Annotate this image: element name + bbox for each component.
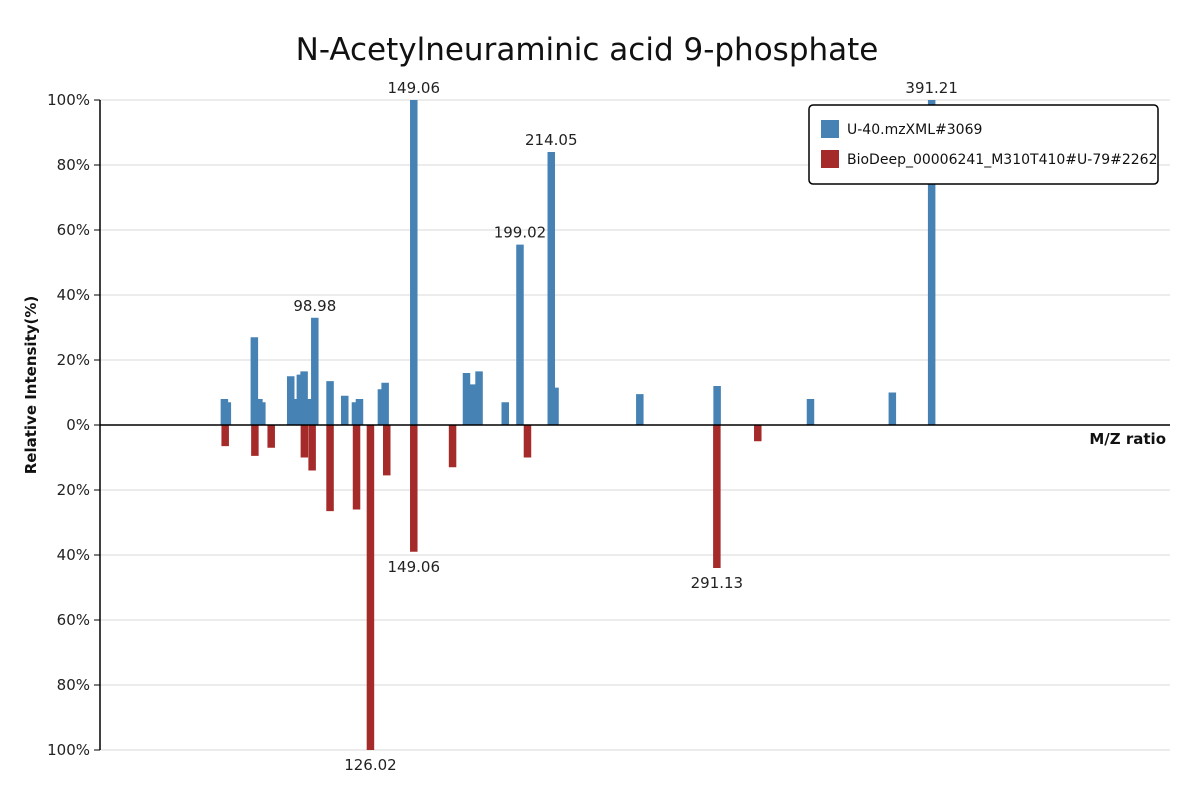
y-tick-label: 80%	[57, 156, 90, 174]
query-bar	[410, 100, 418, 425]
y-axis-label: Relative Intensity(%)	[22, 296, 40, 475]
legend-box	[808, 104, 1159, 185]
reference-bar	[713, 425, 721, 568]
query-bar	[250, 337, 259, 425]
query-bar	[300, 371, 308, 426]
reference-bar	[383, 425, 391, 476]
reference-bar	[308, 425, 316, 471]
query-bar	[806, 399, 815, 425]
query-bar	[475, 371, 483, 426]
query-bar	[341, 395, 349, 425]
y-tick-label: 60%	[57, 611, 90, 629]
reference-bar	[300, 425, 309, 458]
query-bar	[713, 386, 721, 425]
query-bar	[462, 373, 471, 425]
reference-bar	[754, 425, 762, 442]
chart-title: N-Acetylneuraminic acid 9-phosphate	[296, 32, 879, 68]
legend-label-series-2: BioDeep_00006241_M310T410#U-79#2262	[847, 152, 1158, 168]
reference-bar	[352, 425, 361, 510]
peak-label: 149.06	[388, 79, 441, 97]
legend-swatch-series-1	[821, 120, 839, 138]
reference-bar	[523, 425, 532, 458]
y-tick-labels: 100% 80% 60% 40% 20% 0% 20% 40% 60% 80% 100%	[47, 91, 100, 759]
reference-bar	[448, 425, 457, 468]
query-bar	[305, 399, 313, 425]
legend-label-series-1: U-40.mzXML#3069	[847, 122, 982, 138]
y-tick-label: 100%	[47, 741, 90, 759]
peak-label: 291.13	[691, 574, 744, 592]
peak-label: 98.98	[293, 297, 336, 315]
peak-label: 149.06	[388, 558, 441, 576]
reference-bar	[267, 425, 275, 448]
peak-label: 214.05	[525, 131, 578, 149]
reference-bar	[366, 425, 375, 750]
reference-bar	[251, 425, 259, 456]
query-bar	[223, 402, 232, 425]
y-tick-label: 60%	[57, 221, 90, 239]
data-labels: 98.98 149.06 199.02 214.05 391.21 126.02 149.0…	[293, 79, 958, 774]
query-bar	[286, 376, 295, 425]
query-bar	[547, 152, 556, 425]
y-tick-label: 20%	[57, 481, 90, 499]
query-bar	[381, 382, 389, 425]
query-bar	[636, 394, 644, 426]
reference-bar	[410, 425, 418, 552]
query-bar	[501, 402, 510, 425]
query-bar	[927, 100, 936, 425]
y-tick-label: 40%	[57, 286, 90, 304]
legend: U-40.mzXML#3069 BioDeep_00006241_M310T41…	[808, 104, 1159, 185]
query-bar	[326, 381, 334, 426]
peak-label: 199.02	[494, 224, 547, 242]
peak-label: 126.02	[344, 756, 397, 774]
y-tick-label: 100%	[47, 91, 90, 109]
axes	[99, 100, 1170, 750]
query-bar	[355, 399, 364, 425]
reference-bar	[221, 425, 229, 447]
query-bar	[258, 402, 266, 425]
x-axis-label: M/Z ratio	[1089, 430, 1166, 448]
query-bar	[516, 244, 524, 425]
y-tick-label: 80%	[57, 676, 90, 694]
reference-bar	[326, 425, 334, 512]
query-bar	[351, 402, 360, 425]
peak-label: 391.21	[905, 79, 958, 97]
query-bar	[469, 384, 477, 426]
y-tick-label: 40%	[57, 546, 90, 564]
grid-lines	[100, 99, 1170, 751]
query-bar	[888, 392, 897, 425]
query-bar	[291, 399, 300, 425]
y-tick-label: 0%	[66, 416, 90, 434]
legend-swatch-series-2	[821, 150, 839, 168]
query-bar	[551, 387, 559, 426]
y-tick-label: 20%	[57, 351, 90, 369]
query-bar	[311, 317, 319, 425]
bars	[220, 100, 936, 750]
